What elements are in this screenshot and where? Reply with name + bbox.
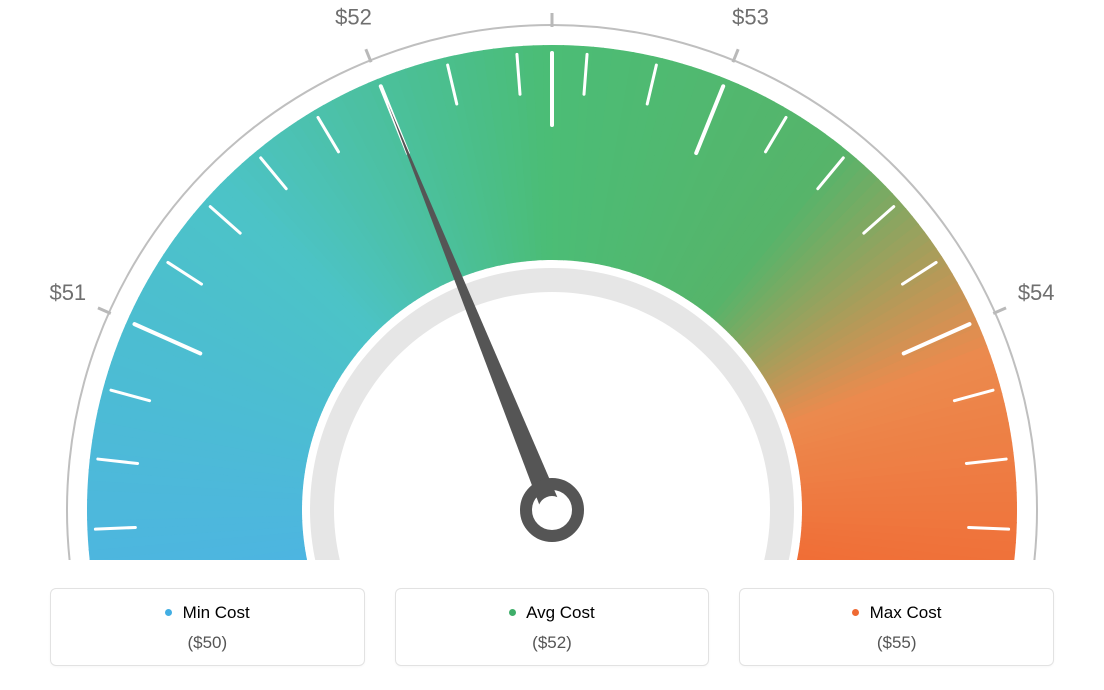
legend-card-avg: Avg Cost ($52)	[395, 588, 710, 666]
legend-card-max: Max Cost ($55)	[739, 588, 1054, 666]
dot-avg-icon	[509, 609, 516, 616]
svg-text:$51: $51	[49, 280, 86, 305]
dot-min-icon	[165, 609, 172, 616]
dot-max-icon	[852, 609, 859, 616]
legend-max-value: ($55)	[750, 633, 1043, 653]
legend-avg-label: Avg Cost	[526, 603, 595, 622]
svg-text:$54: $54	[1018, 280, 1055, 305]
legend-row: Min Cost ($50) Avg Cost ($52) Max Cost (…	[50, 588, 1054, 666]
legend-min-value: ($50)	[61, 633, 354, 653]
cost-gauge: $50$51$52$52$53$54$55	[0, 0, 1104, 560]
legend-card-min: Min Cost ($50)	[50, 588, 365, 666]
legend-max-label: Max Cost	[870, 603, 942, 622]
legend-min-label: Min Cost	[183, 603, 250, 622]
svg-text:$52: $52	[335, 4, 372, 29]
legend-avg-value: ($52)	[406, 633, 699, 653]
svg-text:$53: $53	[732, 4, 769, 29]
